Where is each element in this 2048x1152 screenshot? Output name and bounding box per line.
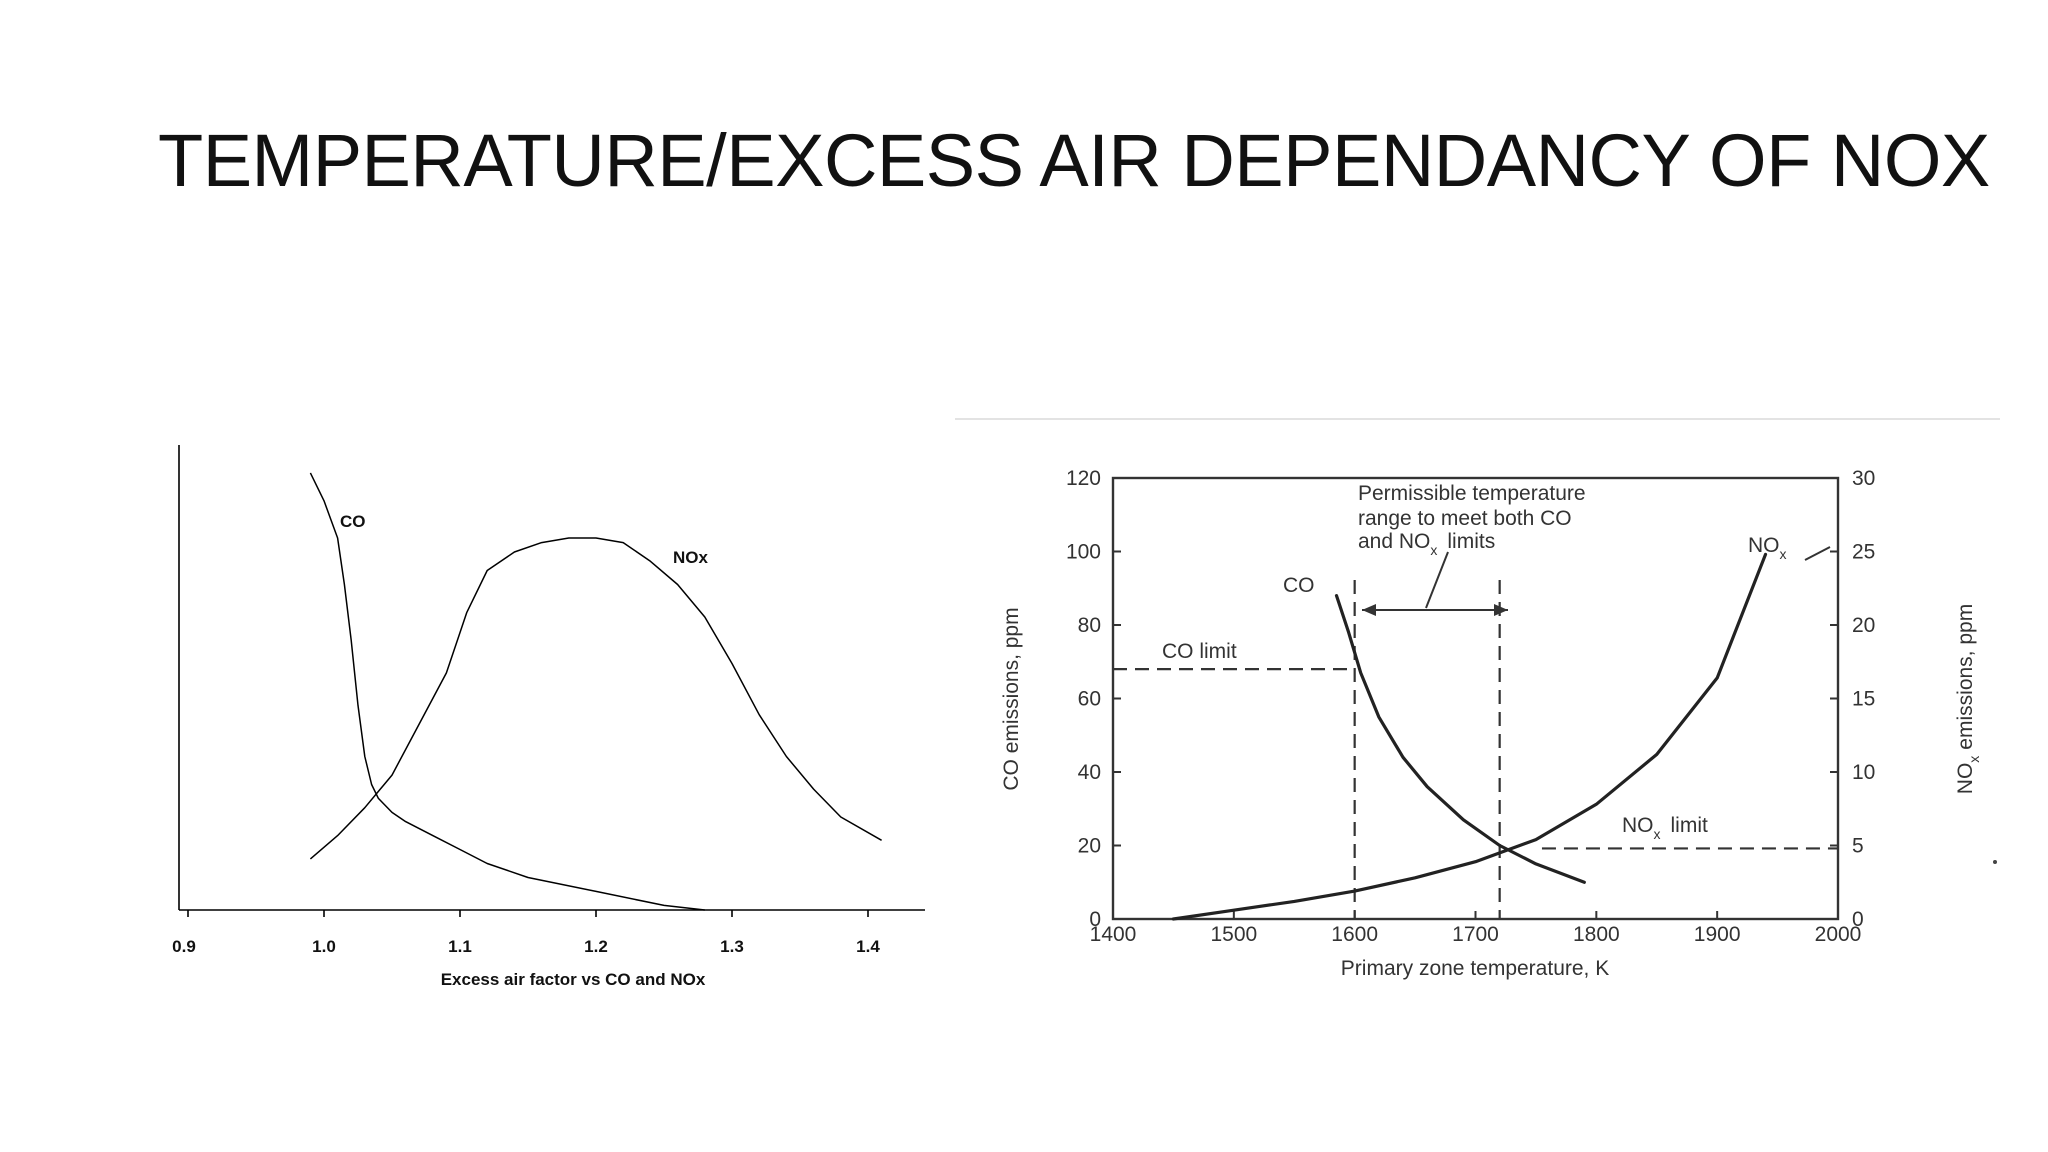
chart1-nox-line <box>309 537 882 860</box>
chart2-co-limit-label: CO limit <box>1162 640 1237 663</box>
chart2-range-arrowhead-left <box>1362 604 1376 616</box>
chart1-x-tick-label: 1.1 <box>448 937 472 956</box>
chart2-x-tick-label: 1400 <box>1090 923 1137 946</box>
chart1-x-tick-label: 1.2 <box>584 937 608 956</box>
chart2-speck <box>1993 860 1997 864</box>
chart2-range-note-line2: range to meet both CO <box>1358 507 1572 530</box>
chart2-y-tick-label: 60 <box>1078 688 1101 711</box>
chart2-range-note-line1: Permissible temperature <box>1358 482 1586 505</box>
chart1-x-tick-label: 0.9 <box>172 937 196 956</box>
chart1-nox-label: NOx <box>673 548 709 567</box>
chart2-backdrop <box>955 418 2000 420</box>
chart2-range-arrowhead-right <box>1494 604 1508 616</box>
chart2-range-arrow-pointer <box>1425 551 1449 609</box>
slide-title: TEMPERATURE/EXCESS AIR DEPENDANCY OF NOX <box>158 119 1990 202</box>
chart2-x-tick-label: 1500 <box>1210 923 1257 946</box>
chart2-y2-tick-label: 15 <box>1852 688 1875 711</box>
chart1-x-axis-label: Excess air factor vs CO and NOx <box>441 970 706 989</box>
chart2-x-tick-label: 1900 <box>1694 923 1741 946</box>
chart2-y-tick-label: 0 <box>1089 908 1101 931</box>
temperature-chart: 1400 1500 1600 1700 1800 1900 2000020406080100… <box>955 418 2000 980</box>
chart2-x-axis-label: Primary zone temperature, K <box>1341 957 1609 980</box>
chart1-x-ticks: 0.9 1.0 1.1 1.2 1.3 1.4 <box>172 910 880 956</box>
excess-air-chart: 0.9 1.0 1.1 1.2 1.3 1.4 CO NOx Excess air fac… <box>172 445 925 989</box>
chart2-range-note-line3: and NOx limits <box>1358 530 1495 558</box>
chart2-y-tick-label: 120 <box>1066 467 1101 490</box>
chart2-nox-curve-pointer <box>1804 546 1831 561</box>
chart1-x-tick-label: 1.4 <box>856 937 880 956</box>
chart2-y2-tick-label: 20 <box>1852 614 1875 637</box>
chart2-y-axis-label: CO emissions, ppm <box>1000 607 1023 790</box>
chart2-y2-tick-label: 25 <box>1852 541 1875 564</box>
chart2-series <box>1171 552 1768 921</box>
chart2-y-tick-label: 20 <box>1078 835 1101 858</box>
chart2-nox-curve-label: NOx <box>1748 534 1787 562</box>
chart2-x-tick-label: 2000 <box>1815 923 1862 946</box>
chart2-x-tick-label: 1800 <box>1573 923 1620 946</box>
chart2-reference-lines <box>1113 580 1838 919</box>
chart1-co-line <box>309 472 705 911</box>
chart2-x-tick-label: 1700 <box>1452 923 1499 946</box>
chart2-y-tick-label: 80 <box>1078 614 1101 637</box>
chart2-x-tick-label: 1600 <box>1331 923 1378 946</box>
chart1-x-tick-label: 1.3 <box>720 937 744 956</box>
chart2-nox-curve <box>1171 552 1768 921</box>
chart1-x-tick-label: 1.0 <box>312 937 336 956</box>
chart2-y2-tick-label: 10 <box>1852 761 1875 784</box>
chart2-nox-limit-label: NOx limit <box>1622 814 1708 842</box>
chart2-ticks: 1400 1500 1600 1700 1800 1900 2000020406080100… <box>1066 467 1875 946</box>
chart2-y2-tick-label: 5 <box>1852 835 1864 858</box>
chart2-y-tick-label: 100 <box>1066 541 1101 564</box>
chart2-y2-axis-label: NOxemissions, ppm <box>1954 604 1982 794</box>
chart1-co-label: CO <box>340 512 366 531</box>
chart2-co-curve-label: CO <box>1283 574 1315 597</box>
chart1-series <box>309 472 882 911</box>
chart2-y2-tick-label: 30 <box>1852 467 1875 490</box>
chart2-co-curve <box>1334 594 1586 884</box>
chart2-y2-tick-label: 0 <box>1852 908 1864 931</box>
chart2-y-tick-label: 40 <box>1078 761 1101 784</box>
